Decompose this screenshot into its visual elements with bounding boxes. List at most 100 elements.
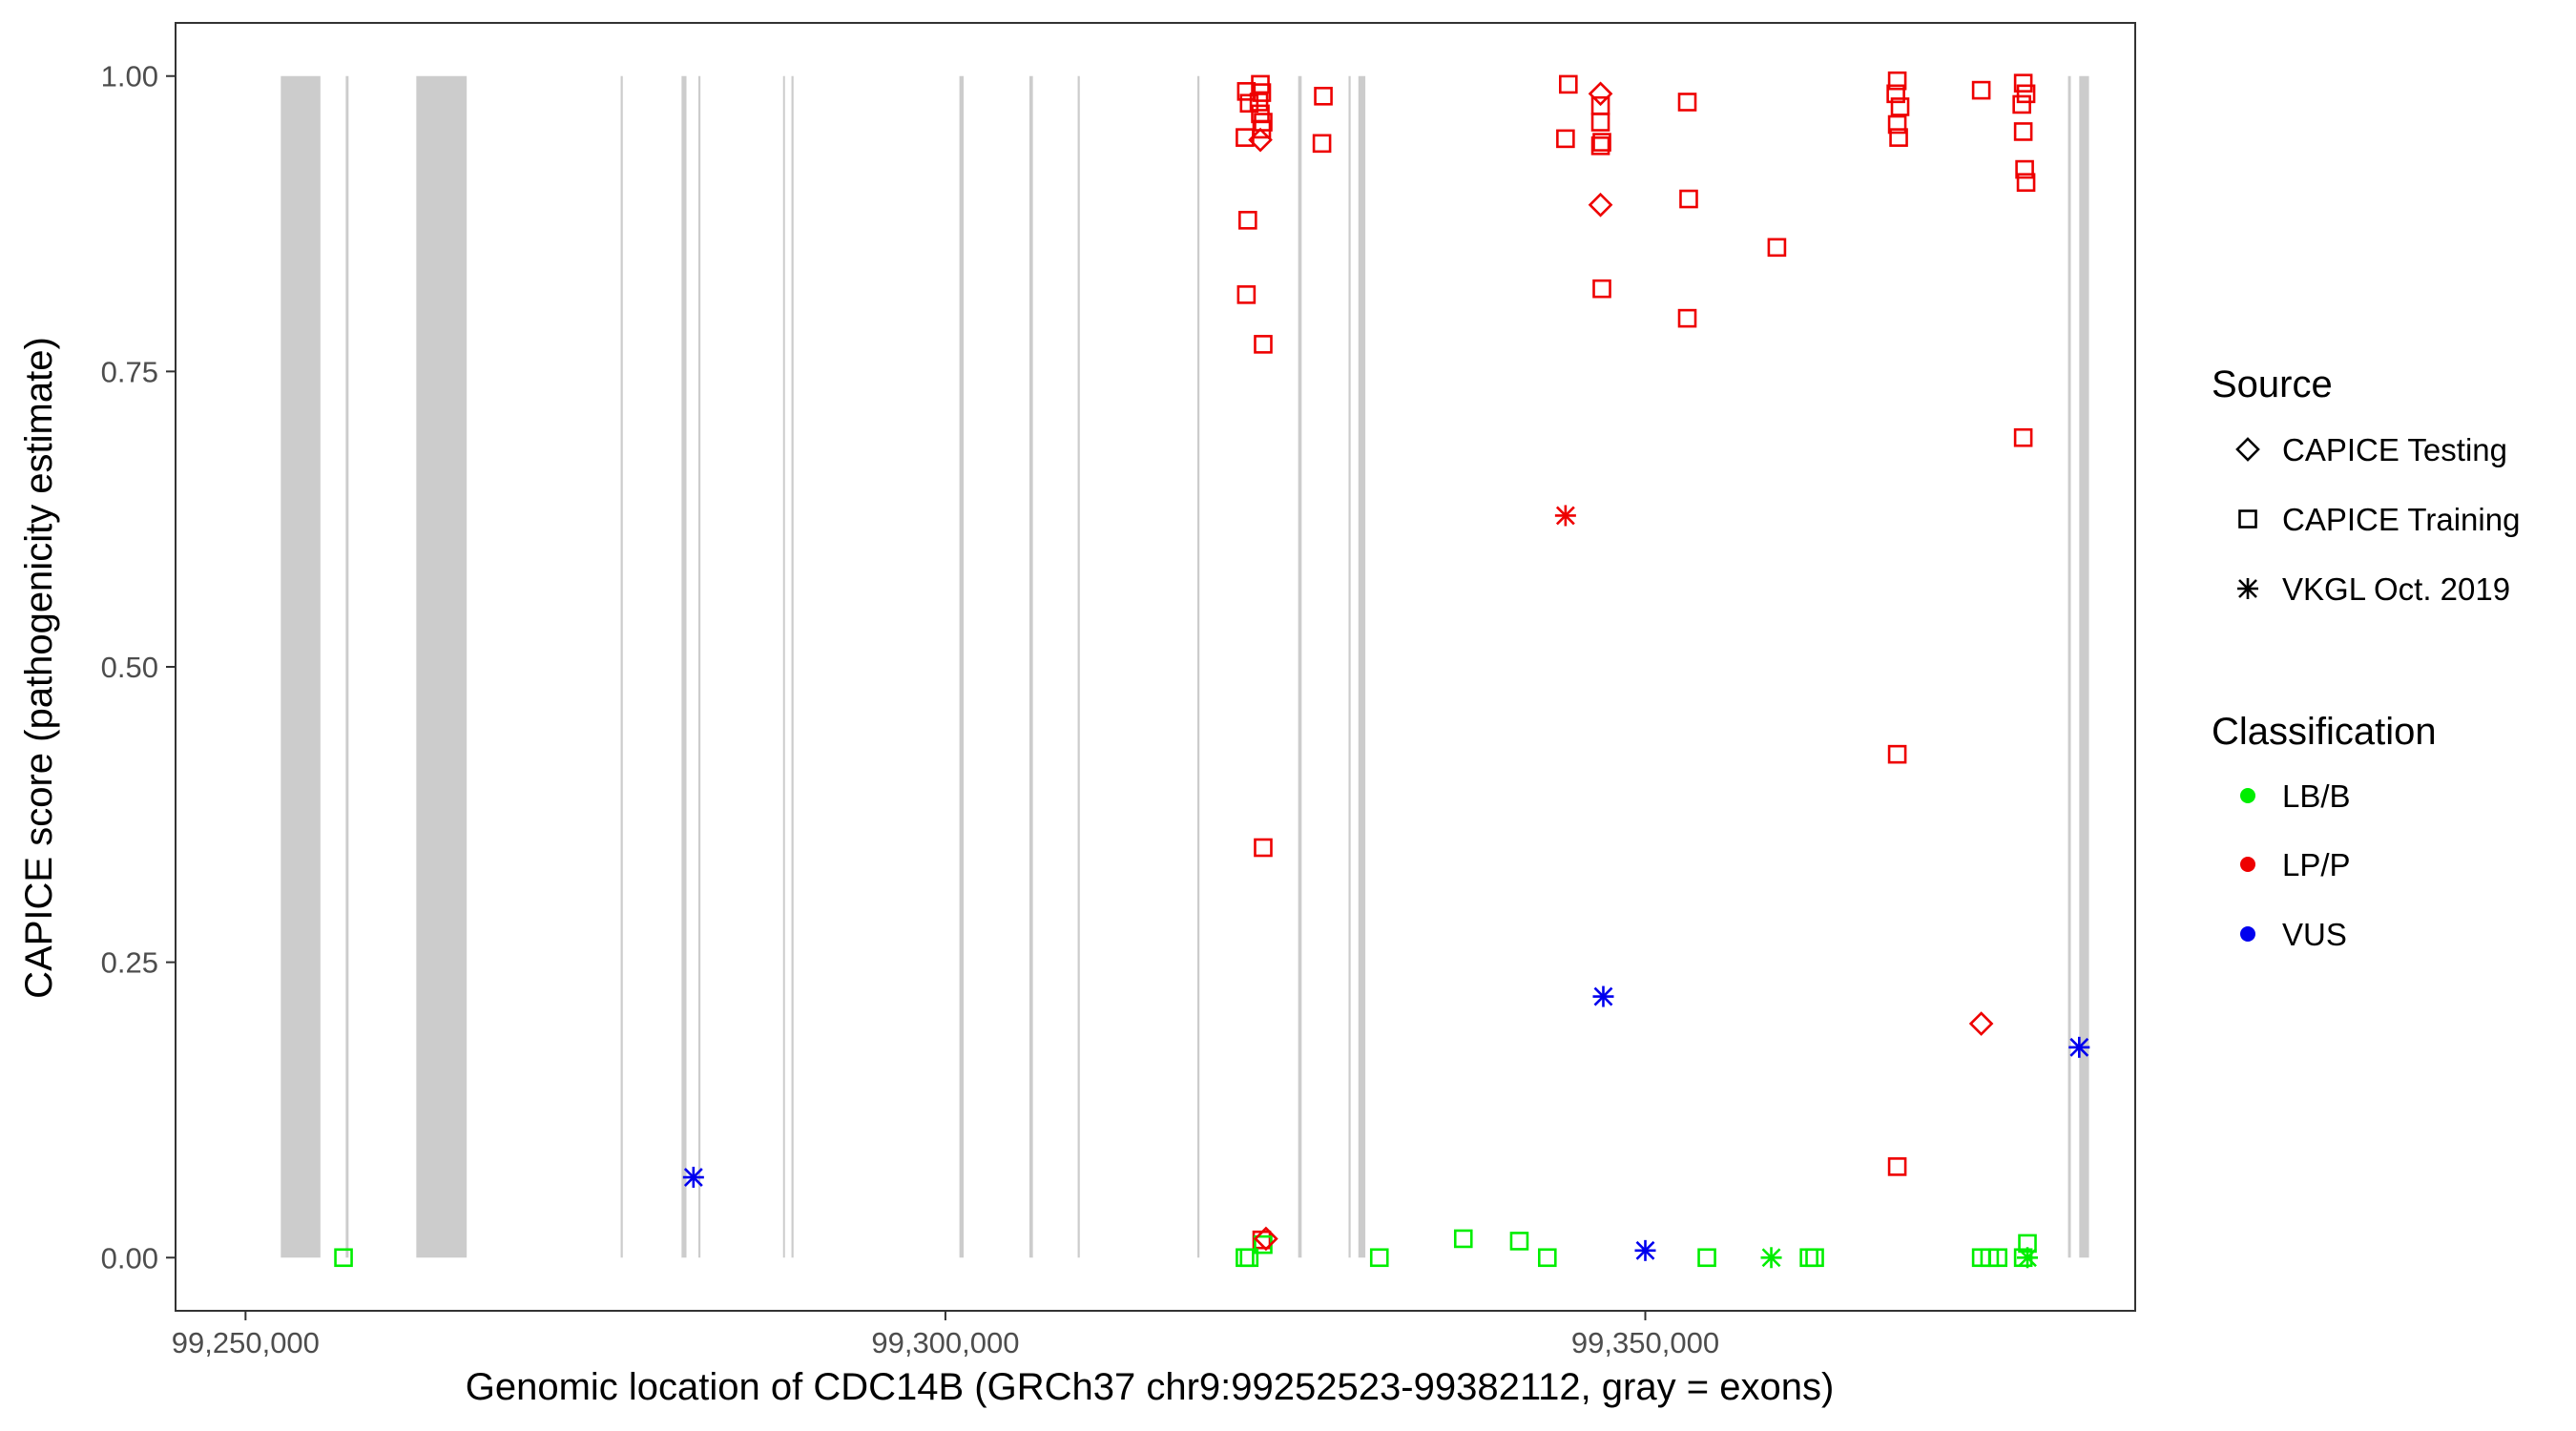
y-tick-label: 0.75 [101, 355, 158, 388]
exon-band [1197, 75, 1200, 1258]
data-point-square [1314, 86, 1333, 106]
exon-band [782, 75, 785, 1258]
data-point-square [1887, 114, 1907, 135]
data-point-square [1509, 1232, 1529, 1251]
data-point-diamond [1968, 1011, 1994, 1036]
y-tick-label: 0.50 [101, 651, 158, 684]
data-point-square [1312, 134, 1332, 154]
exon-band [280, 75, 321, 1258]
exon-band [2079, 75, 2089, 1258]
exon-band [791, 75, 794, 1258]
y-axis: 0.00 0.25 0.50 0.75 1.00 [101, 60, 176, 1275]
legend-class-label-vus: VUS [2282, 917, 2347, 952]
data-point-square [1805, 1248, 1824, 1268]
legend-key-asterisk [2237, 578, 2258, 599]
exon-band [1358, 75, 1366, 1258]
data-point-square [1679, 189, 1698, 209]
legend-key-dot [2240, 857, 2255, 872]
data-point-square [1556, 129, 1575, 149]
legend-source-keys [2235, 437, 2260, 599]
data-point-square [1249, 93, 1269, 112]
legend-classification-title: Classification [2212, 711, 2437, 753]
x-tick-label: 99,300,000 [871, 1326, 1019, 1359]
legend-source-label-vkgl: VKGL Oct. 2019 [2282, 571, 2510, 607]
legend-class-label-lbb: LB/B [2282, 778, 2351, 814]
legend-key-dot [2240, 788, 2255, 803]
data-point-square [2016, 84, 2036, 104]
data-point-diamond [1588, 192, 1613, 218]
data-point-square [1252, 83, 1272, 102]
legend-source-title: Source [2212, 363, 2333, 405]
legend-key-dot [2240, 926, 2255, 942]
data-point-square [1890, 97, 1910, 116]
exon-band [959, 75, 965, 1258]
legend-classification-keys [2240, 788, 2255, 942]
data-point-square [1971, 80, 1991, 100]
data-point-diamond [1248, 127, 1273, 153]
exon-band [2067, 75, 2071, 1258]
data-point-square [1254, 335, 1273, 354]
exon-band [620, 75, 623, 1258]
legend: Source CAPICE Testing CAPICE Training VK… [2212, 363, 2520, 952]
y-tick-label: 0.00 [101, 1241, 158, 1275]
exon-bands [280, 75, 2089, 1258]
data-point-square [1236, 285, 1257, 304]
data-point-square [1886, 84, 1905, 104]
y-tick-label: 0.25 [101, 946, 158, 980]
x-tick-label: 99,250,000 [172, 1326, 320, 1359]
exon-band [697, 75, 701, 1258]
data-point-asterisk [1634, 1239, 1656, 1261]
data-point-square [1592, 279, 1611, 299]
y-tick-label: 1.00 [101, 60, 158, 93]
data-point-asterisk [1760, 1247, 1782, 1269]
data-point-square [1239, 93, 1259, 114]
x-axis-title: Genomic location of CDC14B (GRCh37 chr9:… [466, 1366, 1835, 1408]
data-point-square [1590, 136, 1610, 156]
legend-key-diamond [2235, 437, 2260, 462]
data-points [334, 71, 2090, 1269]
x-tick-label: 99,350,000 [1571, 1326, 1719, 1359]
data-point-asterisk [2068, 1036, 2090, 1058]
data-point-square [1369, 1248, 1389, 1268]
exon-band [345, 75, 349, 1258]
data-point-asterisk [1592, 985, 1614, 1007]
data-point-square [1697, 1248, 1716, 1268]
data-point-square [2013, 427, 2033, 447]
data-point-diamond [1588, 81, 1613, 107]
exon-band [1077, 75, 1080, 1258]
data-point-square [1559, 74, 1578, 94]
data-point-square [2012, 94, 2031, 114]
data-point-square [2015, 159, 2034, 179]
data-point-square [1988, 1248, 2008, 1268]
data-point-diamond [1254, 1226, 1278, 1252]
data-point-square [2016, 173, 2036, 193]
legend-key-square [2238, 509, 2257, 529]
data-point-square [1677, 308, 1697, 328]
exon-band [416, 75, 467, 1258]
legend-source-label-testing: CAPICE Testing [2282, 432, 2507, 467]
data-point-square [334, 1248, 353, 1268]
data-point-square [1889, 128, 1908, 147]
exon-band [1348, 75, 1351, 1258]
data-point-square [2013, 73, 2033, 93]
legend-source-label-training: CAPICE Training [2282, 502, 2520, 537]
data-point-square [1767, 238, 1787, 258]
exon-band [681, 75, 687, 1258]
data-point-square [1239, 1248, 1259, 1268]
data-point-square [1677, 93, 1697, 112]
data-point-square [1453, 1229, 1473, 1249]
exon-band [1028, 75, 1033, 1258]
exon-band [1298, 75, 1302, 1258]
y-axis-title: CAPICE score (pathogenicity estimate) [18, 337, 60, 999]
data-point-square [1254, 838, 1273, 858]
data-point-square [1238, 211, 1257, 230]
data-point-square [1887, 71, 1907, 91]
data-point-asterisk [1554, 505, 1576, 527]
data-point-asterisk [682, 1167, 704, 1189]
data-point-square [1252, 119, 1272, 139]
legend-class-label-lpp: LP/P [2282, 847, 2351, 882]
data-point-square [1592, 133, 1611, 152]
data-point-asterisk [2017, 1247, 2039, 1269]
